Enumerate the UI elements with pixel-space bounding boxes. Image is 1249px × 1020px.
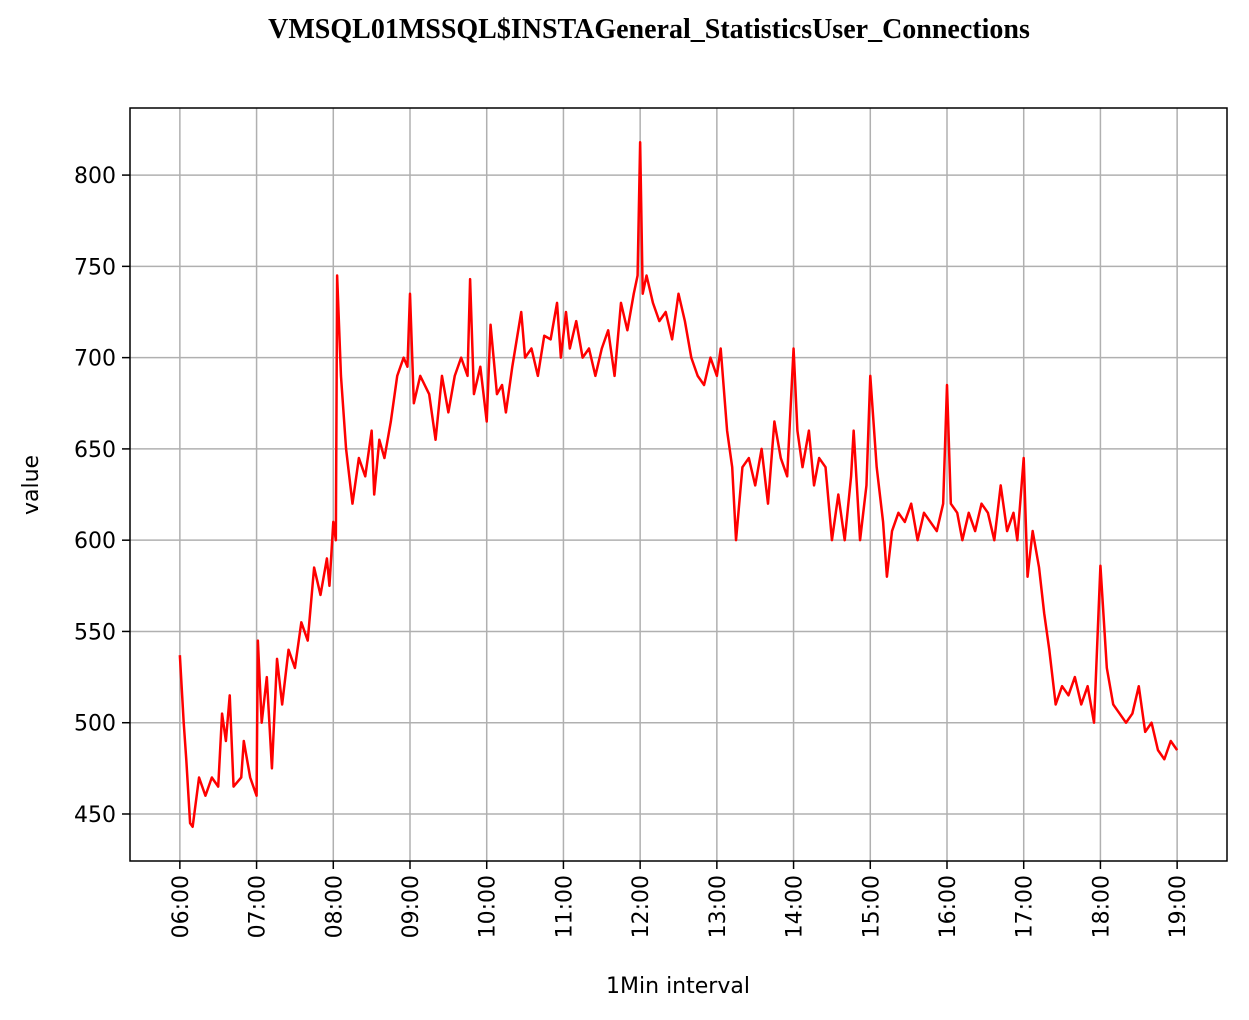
x-tick-label: 14:00 (783, 875, 808, 938)
x-tick-label: 15:00 (859, 875, 884, 938)
x-tick-label: 19:00 (1166, 875, 1191, 938)
data-line (178, 140, 1179, 829)
x-tick-label: 11:00 (552, 875, 577, 938)
y-tick-label: 750 (74, 255, 116, 280)
y-tick-label: 500 (74, 712, 116, 737)
x-tick-label: 18:00 (1089, 875, 1114, 938)
x-tick-label: 16:00 (936, 875, 961, 938)
x-tick-label: 13:00 (706, 875, 731, 938)
y-tick-label: 550 (74, 620, 116, 645)
x-tick-label: 06:00 (169, 875, 194, 938)
x-tick-label: 17:00 (1013, 875, 1038, 938)
y-tick-label: 650 (74, 438, 116, 463)
plot-frame (129, 107, 1228, 862)
y-tick-label: 800 (74, 164, 116, 189)
x-tick-label: 12:00 (629, 875, 654, 938)
x-tick-label: 08:00 (322, 875, 347, 938)
y-tick-label: 700 (74, 347, 116, 372)
chart-title: VMSQL01MSSQL$INSTAGeneral_StatisticsUser… (268, 14, 1030, 45)
y-tick-label: 450 (74, 803, 116, 828)
x-tick-label: 09:00 (399, 875, 424, 938)
x-tick-label: 10:00 (476, 875, 501, 938)
x-axis-label: 1Min interval (606, 974, 750, 999)
y-axis-label: value (19, 455, 44, 515)
x-tick-label: 07:00 (246, 875, 271, 938)
y-tick-label: 600 (74, 529, 116, 554)
